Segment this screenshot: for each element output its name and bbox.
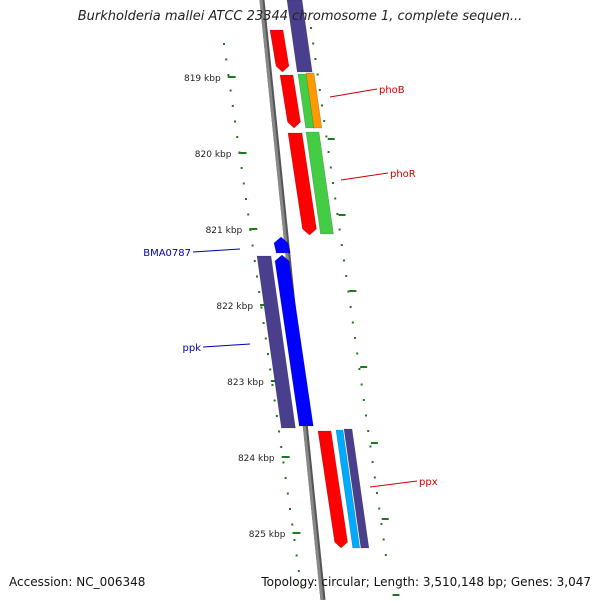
accession-text: Accession: NC_006348 [9, 575, 146, 589]
gene-block [286, 0, 313, 73]
tick-label: 819 kbp [184, 74, 221, 84]
gene-block [335, 429, 361, 549]
gene-label: phoB [379, 85, 405, 96]
gene-label: ppk [183, 343, 202, 354]
gene-arrow [279, 74, 301, 129]
tick-label: 822 kbp [216, 302, 253, 312]
gene-label: ppx [419, 477, 438, 488]
gene-arrow [269, 29, 290, 73]
gene-label: phoR [390, 169, 416, 180]
summary-text: Topology: circular; Length: 3,510,148 bp… [261, 575, 591, 589]
gene-arrow [287, 132, 317, 236]
gene-arrow [273, 236, 291, 254]
gene-arrow [274, 254, 314, 427]
tick-label: 820 kbp [195, 150, 232, 160]
map-title: Burkholderia mallei ATCC 23344 chromosom… [77, 9, 523, 24]
tick-label: 821 kbp [206, 226, 243, 236]
label-leader [369, 480, 418, 488]
tick-label: 824 kbp [238, 454, 275, 464]
gene-block [343, 428, 370, 549]
gene-block [305, 72, 323, 129]
gene-block [305, 131, 334, 235]
gene-label: BMA0787 [143, 248, 191, 259]
label-leader [192, 248, 241, 253]
tick-label: 825 kbp [249, 530, 286, 540]
label-leader [340, 172, 389, 181]
tick-label: 823 kbp [227, 378, 264, 388]
gene-arrow [317, 430, 348, 549]
label-leader [329, 88, 378, 98]
gene-block [256, 255, 296, 429]
label-leader [202, 343, 251, 348]
